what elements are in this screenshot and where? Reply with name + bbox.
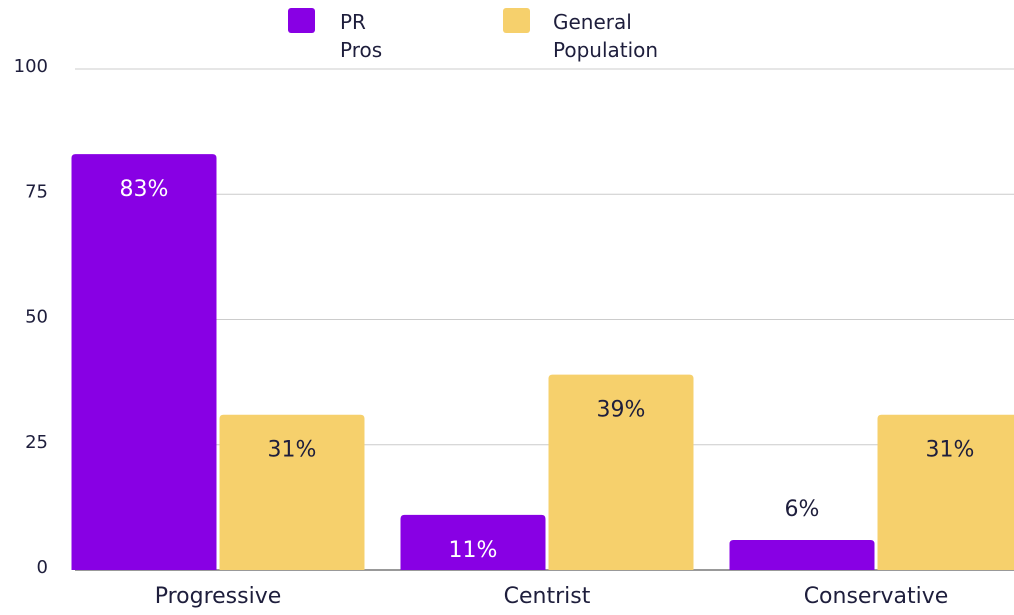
legend-label: PR Pros [340,10,383,62]
value-label: 6% [785,497,820,522]
bar [548,374,694,570]
bar [71,154,217,571]
value-label: 31% [268,438,317,463]
bar [219,414,365,570]
x-tick-label: Progressive [155,584,282,609]
legend-swatch [503,8,530,33]
y-tick-label: 25 [25,432,48,453]
legend-label: General Population [553,10,659,62]
legend-swatch [288,8,315,33]
y-tick-label: 75 [25,181,48,202]
value-label: 39% [597,398,646,423]
x-tick-label: Conservative [804,584,949,609]
bar [400,514,546,570]
bar [729,539,875,570]
value-label: 83% [120,177,169,202]
value-label: 11% [449,538,498,563]
bar [877,414,1014,570]
y-tick-label: 50 [25,307,48,328]
x-tick-label: Centrist [504,584,591,609]
value-label: 31% [926,438,975,463]
y-tick-label: 0 [37,557,48,578]
y-tick-label: 100 [14,56,48,77]
